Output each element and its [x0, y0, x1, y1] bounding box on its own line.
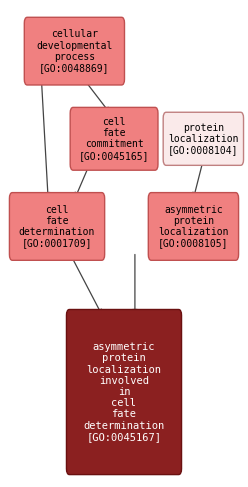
- FancyBboxPatch shape: [148, 192, 239, 260]
- FancyBboxPatch shape: [70, 108, 158, 170]
- Text: protein
localization
[GO:0008104]: protein localization [GO:0008104]: [168, 123, 239, 155]
- FancyBboxPatch shape: [163, 112, 244, 166]
- Text: asymmetric
protein
localization
[GO:0008105]: asymmetric protein localization [GO:0008…: [158, 205, 229, 248]
- Text: cellular
developmental
process
[GO:0048869]: cellular developmental process [GO:00488…: [36, 29, 113, 73]
- Text: cell
fate
determination
[GO:0001709]: cell fate determination [GO:0001709]: [19, 205, 95, 248]
- Text: cell
fate
commitment
[GO:0045165]: cell fate commitment [GO:0045165]: [79, 117, 149, 161]
- FancyBboxPatch shape: [66, 310, 182, 474]
- FancyBboxPatch shape: [24, 17, 124, 85]
- FancyBboxPatch shape: [9, 192, 105, 260]
- Text: asymmetric
protein
localization
involved
in
cell
fate
determination
[GO:0045167]: asymmetric protein localization involved…: [83, 342, 165, 442]
